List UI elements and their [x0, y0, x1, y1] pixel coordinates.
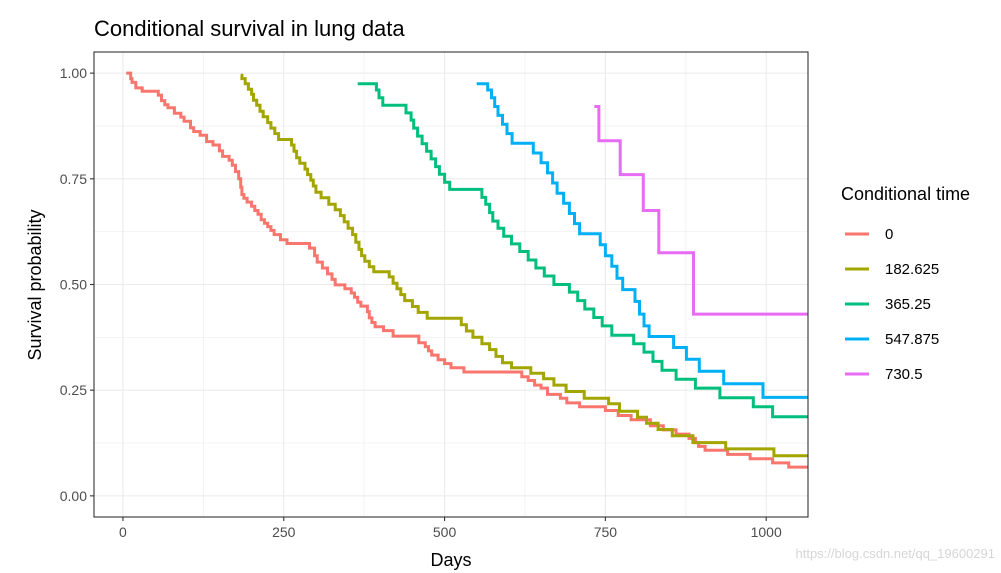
grid-major [94, 52, 808, 517]
x-tick-label: 1000 [751, 524, 782, 540]
series-line-0 [126, 71, 808, 469]
legend: Conditional time 0 182.625 365.25 547.875 73… [841, 184, 970, 383]
legend-label-182.625: 182.625 [885, 261, 939, 278]
series-line-182.625 [240, 73, 808, 458]
grid-minor [94, 52, 808, 517]
y-axis-title: Survival probability [25, 209, 45, 360]
y-tick-label: 0.00 [60, 488, 87, 504]
x-tick-label: 250 [272, 524, 296, 540]
y-tick-label: 0.75 [60, 171, 87, 187]
series-line-730.5 [594, 105, 808, 316]
series-line-547.875 [476, 82, 808, 399]
x-tick-label: 500 [433, 524, 457, 540]
legend-label-0: 0 [885, 226, 893, 243]
y-axis: 0.00 0.25 0.50 0.75 1.00 [60, 65, 94, 504]
legend-label-547.875: 547.875 [885, 331, 939, 348]
y-tick-label: 0.50 [60, 277, 87, 293]
x-tick-label: 750 [594, 524, 618, 540]
series-line-365.25 [357, 82, 808, 419]
y-tick-label: 0.25 [60, 382, 87, 398]
watermark: https://blog.csdn.net/qq_19600291 [796, 546, 996, 561]
x-axis-title: Days [430, 550, 471, 570]
x-tick-label: 0 [119, 524, 127, 540]
x-axis: 0 250 500 750 1000 [119, 517, 782, 540]
legend-label-730.5: 730.5 [885, 366, 923, 383]
legend-title: Conditional time [841, 184, 970, 204]
chart-title: Conditional survival in lung data [94, 16, 405, 41]
legend-label-365.25: 365.25 [885, 296, 931, 313]
series-layer [126, 71, 808, 469]
y-tick-label: 1.00 [60, 65, 87, 81]
